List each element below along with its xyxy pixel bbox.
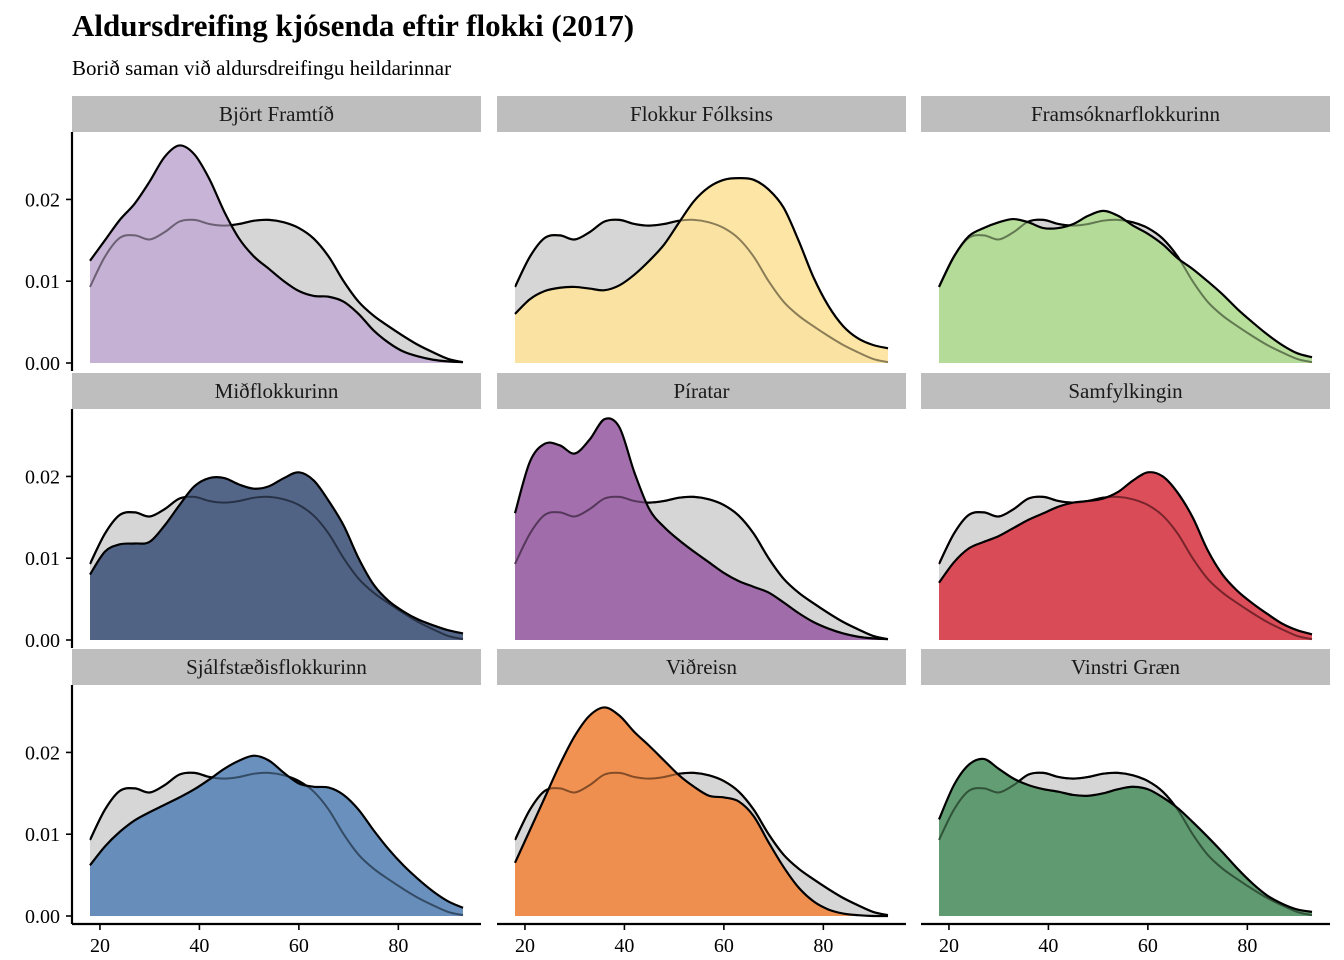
party-density-area xyxy=(90,145,463,363)
facet-panel: Vinstri Græn 20 40 60 80 xyxy=(921,649,1330,957)
facet-panel: Sjálfstæðisflokkurinn 0.00 0.01 0.02 20 40 60 8… xyxy=(25,649,481,957)
party-density-area xyxy=(939,758,1312,916)
party-density-line xyxy=(89,144,464,364)
facet-label: Píratar xyxy=(674,379,730,403)
chart-subtitle: Borið saman við aldursdreifingu heildari… xyxy=(72,56,452,80)
x-tick-label: 80 xyxy=(388,935,408,957)
facet-strip xyxy=(72,649,481,685)
facet-label: Framsóknarflokkurinn xyxy=(1031,102,1220,126)
facet-panel: Viðreisn 20 40 60 80 xyxy=(497,649,906,957)
facet-strip xyxy=(72,373,481,409)
y-tick-label: 0.01 xyxy=(25,548,60,570)
y-tick-label: 0.02 xyxy=(25,742,60,764)
x-tick-label: 60 xyxy=(1138,935,1158,957)
party-density-line xyxy=(89,471,464,635)
facet-strip xyxy=(497,373,906,409)
party-density-area xyxy=(515,418,888,640)
facet-label: Samfylkingin xyxy=(1068,379,1183,403)
facet-label: Sjálfstæðisflokkurinn xyxy=(186,655,367,679)
y-tick-label: 0.00 xyxy=(25,353,60,375)
y-tick-label: 0.00 xyxy=(25,630,60,652)
facet-panel: Miðflokkurinn 0.00 0.01 0.02 xyxy=(25,373,481,652)
y-tick-label: 0.02 xyxy=(25,189,60,211)
facet-strip xyxy=(497,96,906,132)
facet-label: Miðflokkurinn xyxy=(215,379,339,403)
x-tick-label: 40 xyxy=(614,935,634,957)
facet-label: Viðreisn xyxy=(666,655,738,679)
x-tick-label: 20 xyxy=(939,935,959,957)
facet-strip xyxy=(921,649,1330,685)
x-tick-label: 20 xyxy=(90,935,110,957)
party-density-area xyxy=(515,707,888,917)
party-density-area xyxy=(515,178,888,363)
party-density-line xyxy=(513,417,889,641)
party-density-line xyxy=(938,471,1313,636)
party-density-area xyxy=(939,210,1312,363)
facet-strip xyxy=(921,373,1330,409)
y-tick-label: 0.00 xyxy=(25,906,60,928)
x-tick-label: 40 xyxy=(189,935,209,957)
x-tick-label: 60 xyxy=(289,935,309,957)
x-tick-label: 20 xyxy=(515,935,535,957)
party-density-line xyxy=(89,754,464,909)
x-tick-label: 40 xyxy=(1038,935,1058,957)
facet-panel: Samfylkingin xyxy=(921,373,1330,641)
chart-title: Aldursdreifing kjósenda eftir flokki (20… xyxy=(72,8,635,43)
facet-panel: Píratar xyxy=(497,373,906,641)
party-density-line xyxy=(514,177,889,350)
facet-label: Flokkur Fólksins xyxy=(630,102,773,126)
facet-label: Björt Framtíð xyxy=(219,102,334,126)
facet-strip xyxy=(497,649,906,685)
y-tick-label: 0.01 xyxy=(25,824,60,846)
y-tick-label: 0.02 xyxy=(25,466,60,488)
facet-strip xyxy=(921,96,1330,132)
party-density-line xyxy=(937,757,1313,913)
facet-panel: Flokkur Fólksins xyxy=(497,96,906,364)
party-density-line xyxy=(513,706,889,918)
y-tick-label: 0.01 xyxy=(25,271,60,293)
facet-panel: Björt Framtíð 0.00 0.01 0.02 xyxy=(25,96,481,375)
x-tick-label: 60 xyxy=(714,935,734,957)
party-density-area xyxy=(939,472,1312,640)
facet-strip xyxy=(72,96,481,132)
facet-panel: Framsóknarflokkurinn xyxy=(921,96,1330,364)
party-density-area xyxy=(90,472,463,640)
facet-label: Vinstri Græn xyxy=(1071,655,1180,679)
x-tick-label: 80 xyxy=(813,935,833,957)
x-tick-label: 80 xyxy=(1237,935,1257,957)
